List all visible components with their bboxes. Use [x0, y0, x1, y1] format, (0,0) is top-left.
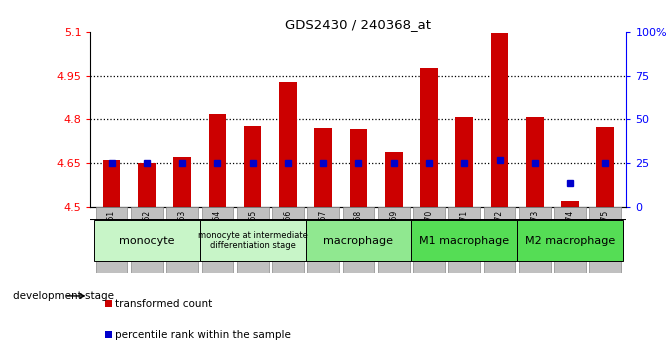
Text: GSM115073: GSM115073	[530, 210, 539, 256]
Text: GSM115065: GSM115065	[248, 210, 257, 256]
Text: GSM115071: GSM115071	[460, 210, 469, 256]
Bar	[350, 129, 367, 207]
Bar	[244, 126, 261, 207]
Text: macrophage: macrophage	[324, 236, 393, 246]
FancyBboxPatch shape	[306, 220, 411, 261]
Title: GDS2430 / 240368_at: GDS2430 / 240368_at	[285, 18, 431, 31]
FancyBboxPatch shape	[131, 207, 163, 273]
Text: GSM115070: GSM115070	[425, 210, 433, 256]
Text: transformed count: transformed count	[115, 299, 212, 309]
Bar	[561, 201, 579, 207]
Bar	[105, 331, 113, 338]
FancyBboxPatch shape	[202, 207, 233, 273]
FancyBboxPatch shape	[94, 220, 200, 261]
FancyBboxPatch shape	[96, 207, 127, 273]
Text: GSM115061: GSM115061	[107, 210, 116, 256]
FancyBboxPatch shape	[237, 207, 269, 273]
Text: percentile rank within the sample: percentile rank within the sample	[115, 330, 291, 340]
Text: GSM115067: GSM115067	[319, 210, 328, 256]
Bar	[456, 117, 473, 207]
Bar	[314, 128, 332, 207]
Text: GSM115074: GSM115074	[565, 210, 575, 256]
Text: monocyte: monocyte	[119, 236, 175, 246]
Bar	[279, 81, 297, 207]
FancyBboxPatch shape	[554, 207, 586, 273]
Bar	[420, 68, 438, 207]
Bar	[138, 163, 155, 207]
Text: GSM115064: GSM115064	[213, 210, 222, 256]
FancyBboxPatch shape	[200, 220, 306, 261]
Bar	[490, 33, 509, 207]
FancyBboxPatch shape	[378, 207, 409, 273]
FancyBboxPatch shape	[272, 207, 304, 273]
Text: GSM115068: GSM115068	[354, 210, 363, 256]
Bar	[105, 300, 113, 307]
Bar	[208, 114, 226, 207]
Text: GSM115063: GSM115063	[178, 210, 187, 256]
Text: GSM115062: GSM115062	[142, 210, 151, 256]
FancyBboxPatch shape	[590, 207, 621, 273]
FancyBboxPatch shape	[411, 220, 517, 261]
Text: monocyte at intermediate
differentiation stage: monocyte at intermediate differentiation…	[198, 231, 308, 250]
FancyBboxPatch shape	[519, 207, 551, 273]
Bar	[174, 158, 191, 207]
Text: M2 macrophage: M2 macrophage	[525, 236, 615, 246]
Text: GSM115066: GSM115066	[283, 210, 292, 256]
Bar	[526, 117, 543, 207]
FancyBboxPatch shape	[413, 207, 445, 273]
Text: GSM115075: GSM115075	[601, 210, 610, 256]
FancyBboxPatch shape	[517, 220, 623, 261]
Text: GSM115069: GSM115069	[389, 210, 398, 256]
Bar	[385, 152, 403, 207]
Text: M1 macrophage: M1 macrophage	[419, 236, 509, 246]
FancyBboxPatch shape	[448, 207, 480, 273]
Bar	[596, 127, 614, 207]
Text: development stage: development stage	[13, 291, 115, 301]
FancyBboxPatch shape	[308, 207, 339, 273]
Bar	[103, 160, 121, 207]
Text: GSM115072: GSM115072	[495, 210, 504, 256]
FancyBboxPatch shape	[166, 207, 198, 273]
FancyBboxPatch shape	[484, 207, 515, 273]
FancyBboxPatch shape	[342, 207, 375, 273]
